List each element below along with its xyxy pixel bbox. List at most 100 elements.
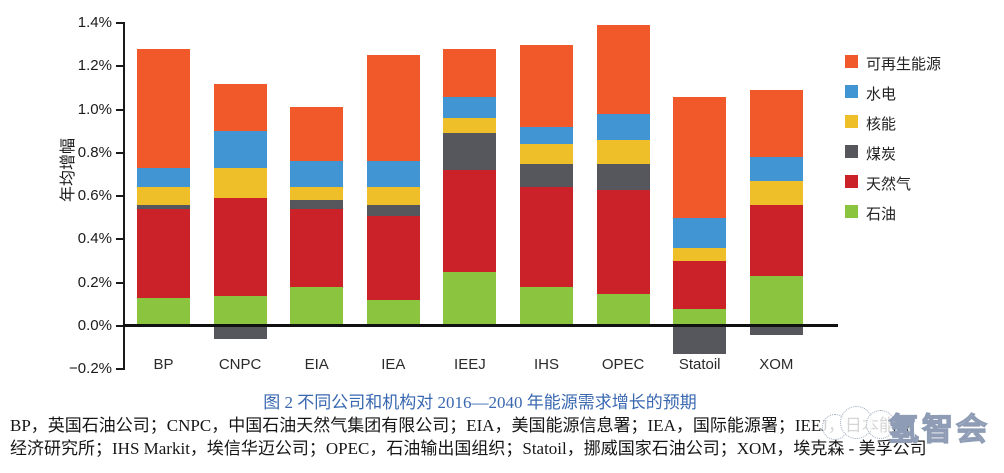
- legend-swatch: [845, 205, 858, 218]
- bar-segment: [290, 187, 344, 201]
- watermark: 氢智会: [818, 399, 1004, 449]
- y-tick-label: 1.2%: [77, 57, 112, 75]
- bar-segment: [290, 287, 344, 326]
- y-tick-mark: [116, 151, 124, 154]
- bar-segment: [137, 187, 190, 205]
- bar-segment: [137, 204, 190, 210]
- bar-segment: [596, 139, 650, 164]
- y-tick-mark: [116, 325, 124, 327]
- x-tick-label: CNPC: [218, 356, 262, 373]
- bar-segment: [749, 204, 803, 277]
- bar-segment: [213, 295, 267, 326]
- legend-item: 煤炭: [845, 137, 1000, 167]
- bar-segment: [520, 163, 573, 188]
- y-tick-mark: [116, 238, 124, 241]
- bar-segment: [366, 55, 420, 162]
- legend-swatch: [845, 55, 858, 68]
- x-tick-label: EIA: [304, 356, 329, 373]
- x-tick-label: IEA: [381, 356, 406, 373]
- y-tick-label: −0.2%: [69, 360, 112, 378]
- bar-segment: [137, 209, 190, 298]
- bar-segment: [290, 161, 344, 188]
- bar-segment: [213, 198, 267, 296]
- y-tick-mark: [116, 21, 124, 24]
- y-tick-label: 0.8%: [77, 143, 112, 161]
- bar-segment: [290, 107, 344, 162]
- bar-segment: [443, 133, 497, 171]
- bar-segment: [213, 83, 267, 132]
- zero-baseline: [123, 324, 838, 327]
- bar-segment: [366, 300, 420, 326]
- y-tick-mark: [116, 281, 124, 284]
- bar-segment: [673, 217, 727, 249]
- footnote-line-2: 经济研究所；IHS Markit，埃信华迈公司；OPEC，石油输出国组织；Sta…: [10, 439, 927, 458]
- legend-label: 水电: [866, 86, 897, 103]
- legend-label: 煤炭: [866, 146, 897, 163]
- bar-segment: [366, 215, 420, 300]
- footnote: BP，英国石油公司；CNPC，中国石油天然气集团有限公司；EIA，美国能源信息署…: [10, 414, 998, 460]
- legend-swatch: [845, 145, 858, 158]
- bar-segment: [290, 200, 344, 210]
- footnote-line-1: BP，英国石油公司；CNPC，中国石油天然气集团有限公司；EIA，美国能源信息署…: [10, 416, 913, 435]
- x-tick-label: Statoil: [678, 356, 721, 373]
- bar-segment: [213, 131, 267, 168]
- x-tick-label: IEEJ: [454, 356, 486, 373]
- bar-segment: [520, 287, 573, 326]
- y-tick-mark: [116, 368, 124, 371]
- bar-segment: [673, 326, 727, 355]
- bar-segment: [443, 96, 497, 119]
- y-tick-mark: [116, 108, 124, 111]
- bar-segment: [673, 248, 727, 262]
- legend-item: 石油: [845, 197, 1000, 227]
- bar-segment: [749, 90, 803, 158]
- legend-label: 可再生能源: [866, 56, 942, 73]
- bar-segment: [213, 167, 267, 199]
- y-tick-label: 1.0%: [77, 100, 112, 118]
- y-tick-label: 1.4%: [77, 13, 112, 31]
- y-tick-label: 0.0%: [77, 317, 112, 334]
- bar-segment: [596, 25, 650, 114]
- legend-swatch: [845, 85, 858, 98]
- bar-segment: [673, 261, 727, 309]
- x-tick-label: OPEC: [601, 356, 645, 373]
- bar-segment: [443, 271, 497, 326]
- x-tick-label: XOM: [759, 356, 794, 373]
- figure-caption: 图 2 不同公司和机构对 2016—2040 年能源需求增长的预期: [263, 393, 697, 412]
- bar-segment: [520, 126, 573, 145]
- bar-segment: [596, 189, 650, 294]
- y-tick-label: 0.2%: [77, 273, 112, 291]
- bar-segment: [596, 163, 650, 190]
- legend-item: 天然气: [845, 167, 1000, 197]
- bar-segment: [673, 96, 727, 218]
- legend-swatch: [845, 115, 858, 128]
- bar-segment: [749, 326, 803, 335]
- x-tick-label: BP: [153, 356, 174, 373]
- legend-item: 水电: [845, 77, 1000, 107]
- legend-label: 天然气: [866, 176, 912, 193]
- bar-segment: [366, 204, 420, 216]
- chart-legend: 可再生能源水电核能煤炭天然气石油: [845, 47, 1000, 237]
- y-tick-mark: [116, 65, 124, 68]
- bar-segment: [596, 293, 650, 326]
- legend-item: 可再生能源: [845, 47, 1000, 77]
- bar-segment: [749, 157, 803, 181]
- bar-segment: [673, 308, 727, 326]
- bar-segment: [137, 48, 190, 168]
- bar-segment: [213, 326, 267, 339]
- chart-plot-area: 年均增幅 1.4% 1.2% 1.0% 0.8% 0.6% 0.4% 0.2% 0.0% −0.…: [60, 13, 838, 378]
- watermark-text: 氢智会: [887, 411, 990, 447]
- y-tick-label: 0.4%: [77, 230, 112, 248]
- bar-segment: [366, 161, 420, 188]
- bar-segment: [520, 44, 573, 127]
- y-tick-mark: [116, 195, 124, 198]
- bar-segment: [520, 187, 573, 288]
- bar-segment: [290, 209, 344, 288]
- legend-item: 核能: [845, 107, 1000, 137]
- bar-segment: [443, 170, 497, 272]
- bar-segment: [137, 167, 190, 188]
- y-tick-label: 0.6%: [77, 187, 112, 205]
- bar-segment: [749, 180, 803, 205]
- bar-segment: [366, 187, 420, 205]
- watermark-bubble-icon: [866, 410, 895, 439]
- bar-segment: [596, 113, 650, 140]
